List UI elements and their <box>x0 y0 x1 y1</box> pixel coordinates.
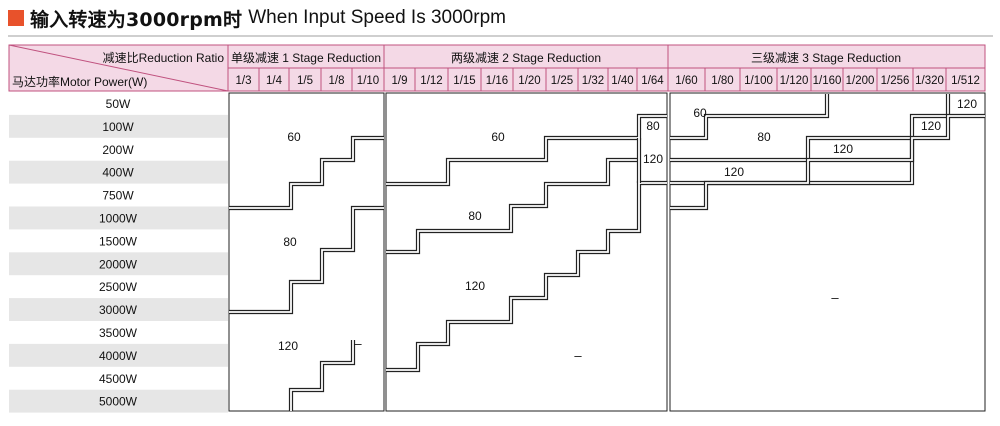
title-cn: 输入转速为3000rpm时 <box>30 8 243 31</box>
stage3-speed-120-mid: 120 <box>833 142 853 156</box>
ratio-label: 1/200 <box>846 75 875 87</box>
stage2-speed-80: 80 <box>468 209 482 223</box>
zone-boundary-core <box>229 207 384 313</box>
ratio-label: 1/100 <box>744 75 773 87</box>
row-stripes <box>9 114 228 413</box>
stage3-speed-120-top: 120 <box>957 97 977 111</box>
row-stripe <box>9 114 228 138</box>
row-stripe <box>9 206 228 230</box>
stage2-speed-80-small: 80 <box>646 119 660 133</box>
corner-power-label: 马达功率Motor Power(W) <box>12 74 147 89</box>
ratio-label: 1/8 <box>329 75 345 87</box>
title-bar: 输入转速为3000rpm时 When Input Speed Is 3000rp… <box>8 6 506 31</box>
ratio-label: 1/64 <box>641 75 664 87</box>
title-en: When Input Speed Is 3000rpm <box>248 7 506 28</box>
zone-boundary-line <box>386 113 667 187</box>
motor-power-label: 3500W <box>99 326 138 340</box>
motor-power-label: 4000W <box>99 349 138 363</box>
corner-ratio-label: 减速比Reduction Ratio <box>103 51 225 65</box>
ratio-label: 1/3 <box>236 75 252 87</box>
zone-boundary-core <box>229 137 384 209</box>
ratio-label: 1/120 <box>780 75 809 87</box>
stage-1-label: 单级减速 1 Stage Reduction <box>231 51 381 65</box>
zone-boundary-core <box>386 159 639 253</box>
motor-power-label: 2500W <box>99 280 138 294</box>
motor-power-label: 200W <box>102 143 134 157</box>
motor-power-label: 100W <box>102 120 134 134</box>
ratio-label: 1/60 <box>675 75 697 87</box>
row-stripe <box>9 252 228 276</box>
zone-boundary-line <box>386 180 667 373</box>
motor-power-label: 1000W <box>99 212 138 226</box>
ratio-label: 1/40 <box>611 75 633 87</box>
stage-2-label: 两级减速 2 Stage Reduction <box>451 51 601 65</box>
stage2-not-available: – <box>574 348 582 363</box>
motor-power-label: 2000W <box>99 257 138 271</box>
stage2-speed-120-small: 120 <box>643 152 663 166</box>
ratio-labels: 1/3 1/4 1/5 1/8 1/10 1/9 1/12 1/15 1/16 1/20 1/25 1… <box>236 75 980 87</box>
motor-power-label: 3000W <box>99 303 138 317</box>
ratio-label: 1/320 <box>915 75 944 87</box>
stage2-speed-60: 60 <box>491 130 505 144</box>
ratio-label: 1/20 <box>518 75 540 87</box>
stage3-speed-120-low: 120 <box>724 165 744 179</box>
ratio-label: 1/15 <box>453 75 475 87</box>
stage-3-label: 三级减速 3 Stage Reduction <box>751 51 901 65</box>
zone-boundary-core <box>290 340 354 411</box>
motor-power-label: 1500W <box>99 234 138 248</box>
stage1-not-available: – <box>354 336 362 351</box>
motor-power-label: 4500W <box>99 372 138 386</box>
ratio-label: 1/160 <box>813 75 842 87</box>
zone-boundary-line <box>670 94 951 163</box>
stage3-speed-120-upper: 120 <box>921 119 941 133</box>
motor-power-label: 400W <box>102 166 134 180</box>
ratio-label: 1/12 <box>420 75 442 87</box>
stage1-speed-80: 80 <box>283 235 297 249</box>
zone-boundary-line <box>229 205 384 315</box>
stage2-speed-120: 120 <box>465 279 485 293</box>
ratio-label: 1/256 <box>881 75 910 87</box>
stage3-speed-60: 60 <box>693 106 707 120</box>
motor-power-label: 750W <box>102 189 134 203</box>
zone-boundary-core <box>386 182 667 371</box>
ratio-label: 1/10 <box>357 75 379 87</box>
motor-power-labels: 50W 100W 200W 400W 750W 1000W 1500W 2000W 2500W 3… <box>99 97 138 409</box>
title-marker-icon <box>8 10 24 26</box>
motor-power-label: 5000W <box>99 395 138 409</box>
stage3-speed-80: 80 <box>757 130 771 144</box>
title-divider <box>8 35 993 37</box>
ratio-label: 1/25 <box>551 75 573 87</box>
row-stripe <box>9 389 228 413</box>
zone-boundary-core <box>670 115 985 209</box>
zone-boundary-line <box>229 135 384 211</box>
ratio-label: 1/16 <box>486 75 508 87</box>
row-stripe <box>9 160 228 184</box>
ratio-label: 1/4 <box>266 75 283 87</box>
row-stripe <box>9 298 228 321</box>
zone-boundaries <box>229 94 985 411</box>
ratio-label: 1/32 <box>582 75 604 87</box>
ratio-label: 1/9 <box>392 75 408 87</box>
stage1-speed-60: 60 <box>287 130 301 144</box>
motor-power-label: 50W <box>106 97 131 111</box>
zone-boundary-core <box>670 94 828 139</box>
ratio-label: 1/5 <box>297 75 313 87</box>
ratio-label: 1/512 <box>951 75 980 87</box>
ratio-label: 1/80 <box>711 75 733 87</box>
header-grid <box>8 44 986 92</box>
stage3-not-available: – <box>831 290 839 305</box>
stage1-speed-120: 120 <box>278 339 298 353</box>
zone-boundary-core <box>386 115 667 185</box>
row-stripe <box>9 343 228 367</box>
